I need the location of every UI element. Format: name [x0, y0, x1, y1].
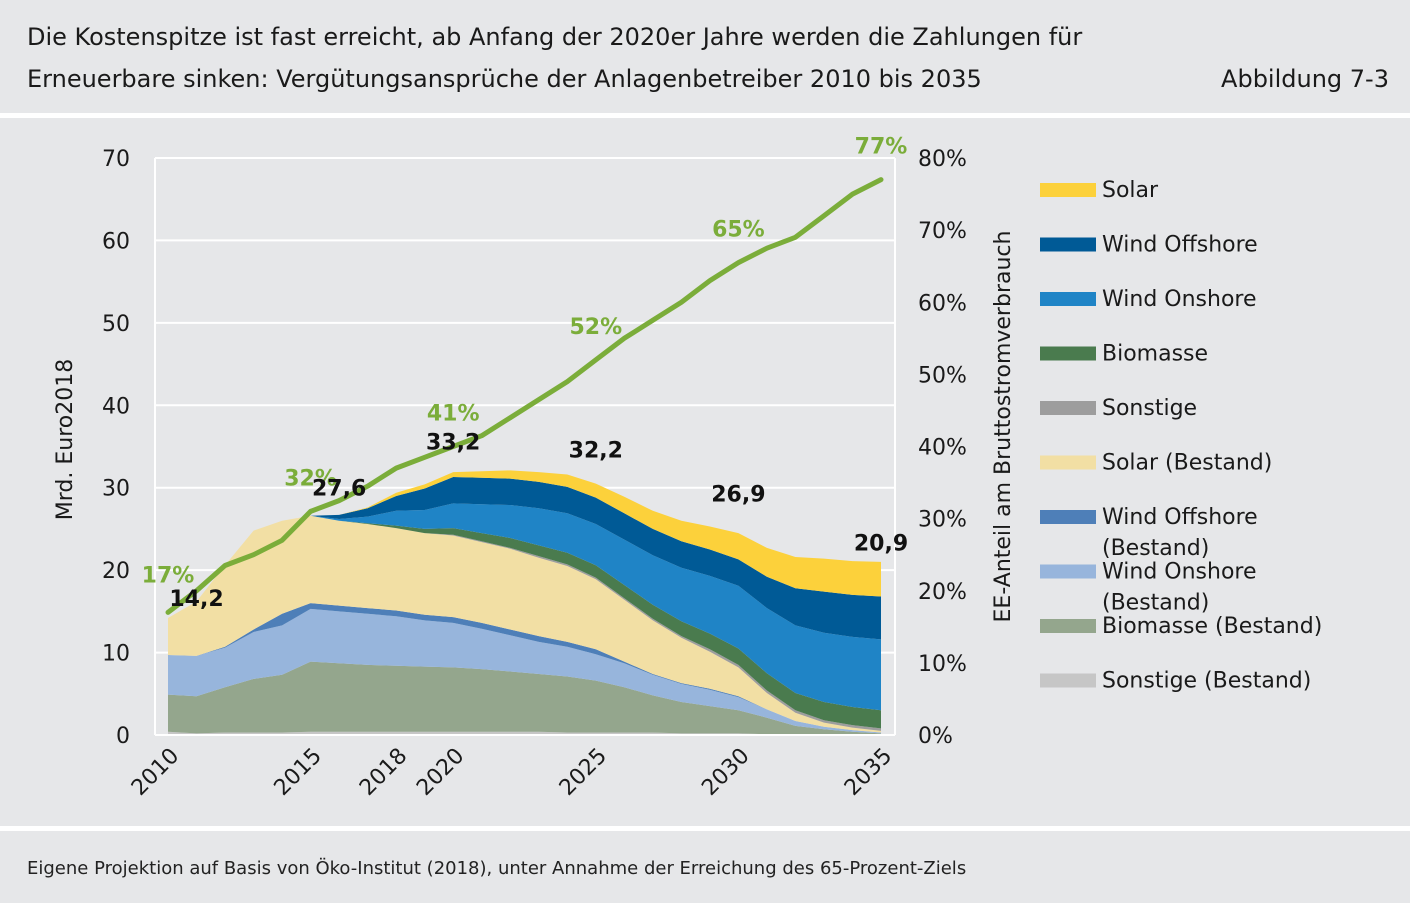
legend-label: Solar (Bestand) — [1102, 451, 1272, 476]
header-divider — [0, 113, 1410, 118]
share-label: 65% — [712, 218, 765, 243]
y-tick-label: 60 — [102, 229, 130, 254]
figure-label: Abbildung 7-3 — [1221, 65, 1389, 93]
y2-tick-label: 20% — [918, 580, 967, 605]
footer-divider — [0, 826, 1410, 831]
source-note: Eigene Projektion auf Basis von Öko-Inst… — [27, 858, 967, 879]
legend-label: Biomasse — [1102, 342, 1208, 367]
legend-label: Solar — [1102, 178, 1159, 203]
share-label: 17% — [142, 563, 195, 588]
legend-label: Wind Offshore — [1102, 505, 1258, 530]
y-tick-label: 70 — [102, 147, 130, 172]
legend-label: (Bestand) — [1102, 591, 1209, 616]
x-tick-label: 2035 — [840, 744, 897, 801]
area-wind-onshore — [168, 503, 881, 711]
x-tick-label: 2015 — [270, 744, 327, 801]
share-label: 41% — [427, 402, 480, 427]
share-label: 77% — [855, 135, 908, 160]
x-tick-label: 2030 — [697, 744, 754, 801]
y2-tick-label: 10% — [918, 652, 967, 677]
chart-area: 0102030405060700%10%20%30%40%50%60%70%80… — [53, 135, 1322, 801]
area-solar — [168, 470, 881, 618]
y-tick-label: 40 — [102, 394, 130, 419]
y-tick-label: 20 — [102, 559, 130, 584]
share-line — [165, 177, 884, 615]
area-wind-offshore — [168, 477, 881, 640]
total-label: 27,6 — [312, 476, 366, 501]
legend-label: Sonstige (Bestand) — [1102, 669, 1311, 694]
total-label: 32,2 — [569, 439, 623, 464]
legend-label: (Bestand) — [1102, 536, 1209, 561]
y2-tick-label: 60% — [918, 291, 967, 316]
area-wind-onshore-bestand — [168, 608, 881, 734]
x-tick-label: 2020 — [412, 744, 469, 801]
area-biomasse — [168, 515, 881, 729]
legend-label: Wind Onshore — [1102, 287, 1257, 312]
x-tick-label: 2010 — [127, 744, 184, 801]
y2-tick-label: 30% — [918, 508, 967, 533]
legend-label: Biomasse (Bestand) — [1102, 614, 1322, 639]
legend-swatch — [1040, 510, 1096, 524]
y-tick-label: 30 — [102, 477, 130, 502]
share-label: 32% — [284, 466, 337, 491]
y-tick-label: 50 — [102, 312, 130, 337]
y2-tick-label: 50% — [918, 363, 967, 388]
legend-label: Wind Offshore — [1102, 233, 1258, 258]
total-label: 33,2 — [426, 430, 480, 455]
legend-label: Sonstige — [1102, 396, 1197, 421]
share-label: 52% — [569, 315, 622, 340]
legend-swatch — [1040, 401, 1096, 415]
x-tick-label: 2018 — [355, 744, 412, 801]
legend-swatch — [1040, 619, 1096, 633]
chart-title-line-1: Die Kostenspitze ist fast erreicht, ab A… — [27, 23, 1083, 51]
legend-label: Wind Onshore — [1102, 560, 1257, 585]
y2-tick-label: 40% — [918, 436, 967, 461]
chart-title-line-2: Erneuerbare sinken: Vergütungsansprüche … — [27, 65, 982, 93]
legend-swatch — [1040, 673, 1096, 688]
y-tick-label: 10 — [102, 642, 130, 667]
x-tick-label: 2025 — [555, 744, 612, 801]
y2-tick-label: 0% — [918, 724, 953, 749]
total-label: 26,9 — [711, 482, 765, 507]
total-label: 20,9 — [854, 532, 908, 557]
legend-swatch — [1040, 237, 1096, 252]
y-axis-title: Mrd. Euro2018 — [53, 359, 78, 520]
legend-swatch — [1040, 183, 1096, 197]
chart-header: Die Kostenspitze ist fast erreicht, ab A… — [0, 0, 1410, 112]
legend-swatch — [1040, 346, 1096, 361]
legend-swatch — [1040, 455, 1096, 470]
total-label: 14,2 — [169, 587, 223, 612]
y-tick-label: 0 — [116, 724, 130, 749]
legend-swatch — [1040, 292, 1096, 306]
y2-tick-label: 80% — [918, 147, 967, 172]
y2-tick-label: 70% — [918, 219, 967, 244]
legend-swatch — [1040, 564, 1096, 579]
y2-axis-title: EE-Anteil am Bruttostromverbrauch — [991, 231, 1016, 623]
area-biomasse-bestand — [168, 661, 881, 735]
area-solar-bestand — [168, 515, 881, 733]
